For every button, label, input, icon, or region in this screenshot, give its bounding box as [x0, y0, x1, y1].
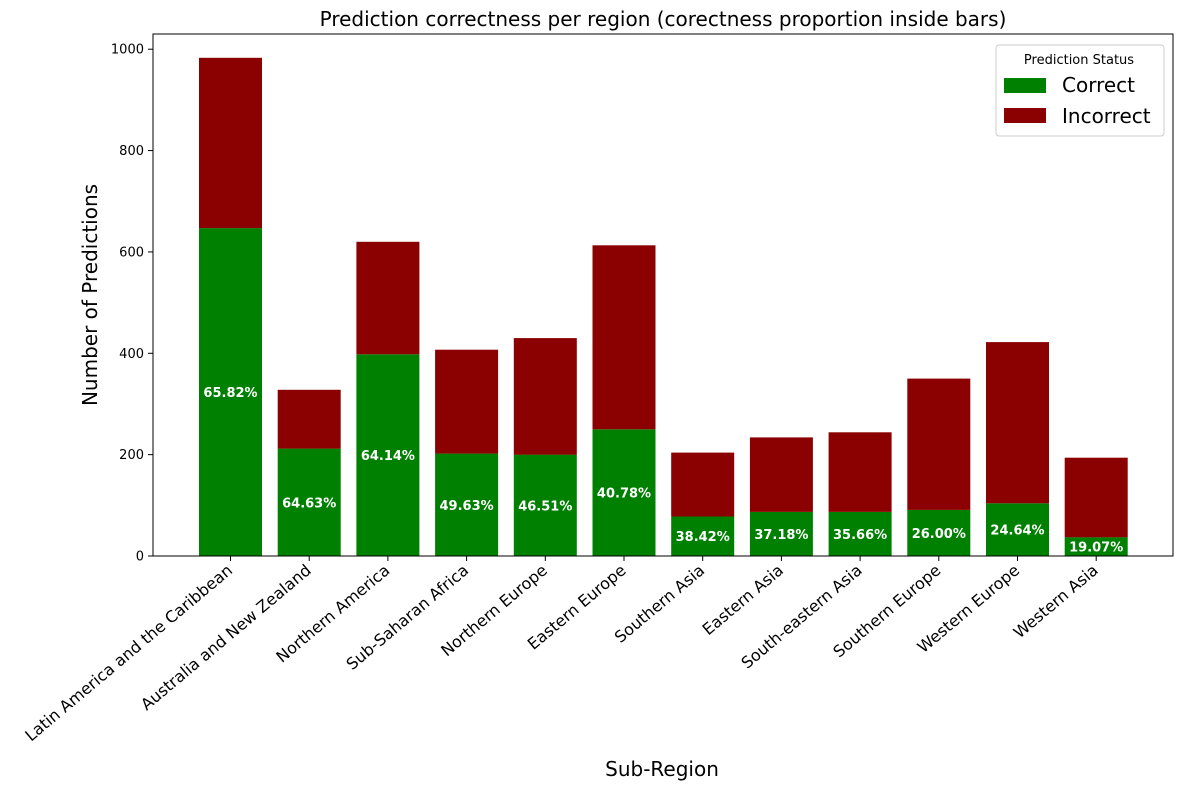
legend-swatch-incorrect: [1004, 108, 1046, 123]
bar-incorrect-3: [435, 349, 499, 454]
bar-correct-2: [356, 354, 420, 556]
bar-percentage-label: 40.78%: [597, 487, 651, 502]
bar-percentage-label: 19.07%: [1069, 541, 1123, 556]
bar-correct-6: [671, 516, 735, 556]
y-tick-label: 600: [119, 245, 144, 260]
bar-incorrect-5: [592, 245, 656, 430]
bar-correct-10: [986, 503, 1049, 556]
bar-incorrect-8: [828, 432, 892, 512]
plot-frame: [152, 33, 1174, 557]
bar-incorrect-1: [277, 389, 341, 449]
bar-percentage-label: 38.42%: [676, 530, 730, 545]
y-tick-label: 800: [119, 144, 144, 159]
bar-percentage-label: 26.00%: [912, 527, 966, 542]
bar-correct-8: [828, 511, 892, 556]
bar-incorrect-4: [513, 338, 577, 455]
bar-percentage-label: 64.63%: [282, 496, 336, 511]
bar-correct-9: [907, 509, 971, 556]
x-axis-label: Sub-Region: [605, 757, 719, 781]
bar-incorrect-2: [356, 241, 420, 355]
y-tick-label: 0: [136, 550, 144, 565]
bar-percentage-label: 24.64%: [990, 524, 1044, 539]
chart-title: Prediction correctness per region (corec…: [320, 7, 1007, 31]
bars-group: [199, 57, 1128, 556]
y-axis: 0 200 400 600 800 1000: [111, 43, 153, 565]
bar-percentage-label: 65.82%: [203, 386, 257, 401]
bar-correct-3: [435, 453, 499, 556]
legend-title: Prediction Status: [1024, 53, 1134, 68]
bar-percentage-label: 46.51%: [518, 499, 572, 514]
legend-swatch-correct: [1004, 78, 1046, 93]
legend-label-incorrect: Incorrect: [1062, 104, 1151, 128]
x-tick-label: Western Asia: [1010, 561, 1102, 643]
bar-correct-11: [1064, 537, 1128, 556]
bar-percentage-label: 49.63%: [440, 499, 494, 514]
bar-correct-0: [199, 228, 262, 556]
bar-incorrect-0: [199, 57, 262, 229]
bar-incorrect-10: [986, 342, 1049, 504]
legend-label-correct: Correct: [1062, 73, 1135, 97]
bar-percentage-label: 37.18%: [754, 528, 808, 543]
bar-incorrect-9: [907, 378, 971, 510]
bar-labels-group: 65.82% 64.63% 64.14% 49.63% 46.51% 40.78% 38.4…: [203, 386, 1123, 555]
bar-incorrect-11: [1064, 457, 1128, 538]
y-axis-label: Number of Predictions: [78, 184, 102, 406]
x-axis: Latin America and the CaribbeanAustralia…: [21, 556, 1102, 745]
bar-correct-7: [749, 511, 813, 556]
bar-percentage-label: 35.66%: [833, 528, 887, 543]
y-tick-label: 200: [119, 448, 144, 463]
y-tick-label: 400: [119, 347, 144, 362]
bar-incorrect-6: [671, 452, 735, 517]
legend: Prediction Status Correct Incorrect: [995, 44, 1165, 137]
y-tick-label: 1000: [111, 43, 144, 58]
bar-correct-1: [277, 448, 341, 556]
bar-correct-4: [513, 454, 577, 556]
bar-incorrect-7: [749, 437, 813, 512]
bar-correct-5: [592, 429, 656, 556]
bar-percentage-label: 64.14%: [361, 449, 415, 464]
